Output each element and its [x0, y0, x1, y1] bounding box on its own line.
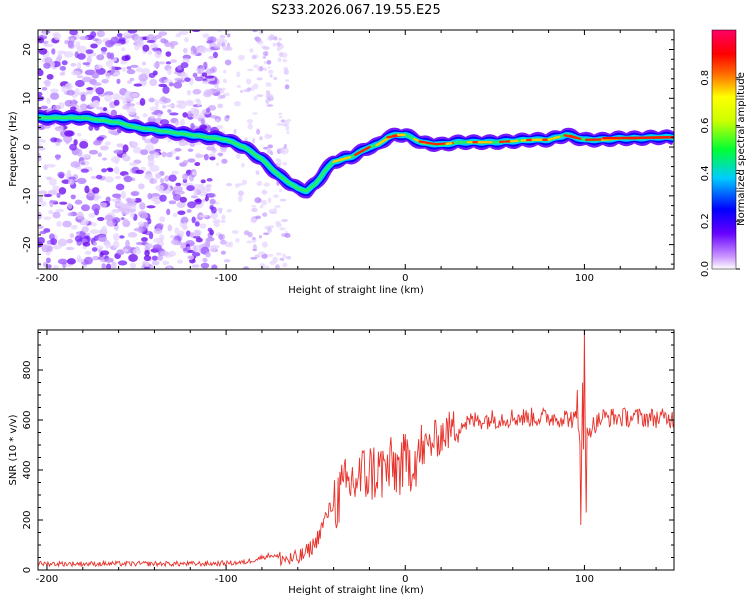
snr-ylabel: SNR (10 * v/v) — [8, 414, 19, 485]
snr-xtick-label: 0 — [402, 574, 408, 585]
snr-content — [38, 330, 674, 568]
colorbar-tick-label: 0.2 — [700, 213, 711, 229]
spectrogram-xtick-label: 100 — [575, 273, 594, 284]
spectrogram-ytick-label: -10 — [22, 188, 33, 204]
spectrogram-ytick-label: 20 — [22, 43, 33, 56]
spectrogram-xtick-label: -100 — [215, 273, 238, 284]
spectrogram-xtick-label: 0 — [402, 273, 408, 284]
snr-ytick-label: 400 — [22, 460, 33, 479]
snr-ytick-label: 800 — [22, 360, 33, 379]
colorbar-gradient — [711, 29, 737, 270]
colorbar-tick-label: 0.0 — [700, 261, 711, 277]
spectrogram-ytick-label: 10 — [22, 92, 33, 105]
colorbar: 0.0 0.2 0.4 0.6 0.8 Normalized spectral ampl… — [700, 29, 747, 277]
ridge-peak-right — [602, 136, 674, 140]
colorbar-label: Normalized spectral amplitude — [736, 72, 747, 226]
spectrogram-xtick-label: -200 — [36, 273, 59, 284]
colorbar-tick-label: 0.4 — [700, 165, 711, 181]
snr-xtick-label: 100 — [575, 574, 594, 585]
snr-xtick-label: -100 — [215, 574, 238, 585]
snr-ytick-label: 0 — [22, 567, 33, 573]
colorbar-ticks: 0.0 0.2 0.4 0.6 0.8 — [700, 70, 740, 277]
colorbar-tick-label: 0.8 — [700, 70, 711, 86]
snr-xtick-label: -200 — [36, 574, 59, 585]
spectrogram-content — [38, 30, 674, 269]
spectrogram-noise — [38, 30, 292, 269]
snr-ytick-label: 200 — [22, 510, 33, 529]
snr-axes: -200 -100 0 100 0 200 400 600 800 — [22, 330, 674, 585]
spectrogram-ylabel: Frequency (Hz) — [8, 111, 19, 187]
snr-line — [38, 330, 674, 568]
snr-frame — [37, 329, 675, 571]
spectrogram-xlabel: Height of straight line (km) — [288, 285, 424, 296]
snr-background — [38, 330, 674, 570]
spectrogram-ytick-label: -20 — [22, 236, 33, 252]
snr-xlabel: Height of straight line (km) — [288, 585, 424, 596]
figure-title: S233.2026.067.19.55.E25 — [271, 3, 440, 18]
snr-ytick-label: 600 — [22, 410, 33, 429]
colorbar-tick-label: 0.6 — [700, 118, 711, 134]
spectrogram-frame — [37, 29, 675, 270]
spectrogram-ytick-label: 0 — [22, 144, 33, 150]
snr-panel: -200 -100 0 100 0 200 400 600 800 Height of stra… — [8, 329, 675, 596]
